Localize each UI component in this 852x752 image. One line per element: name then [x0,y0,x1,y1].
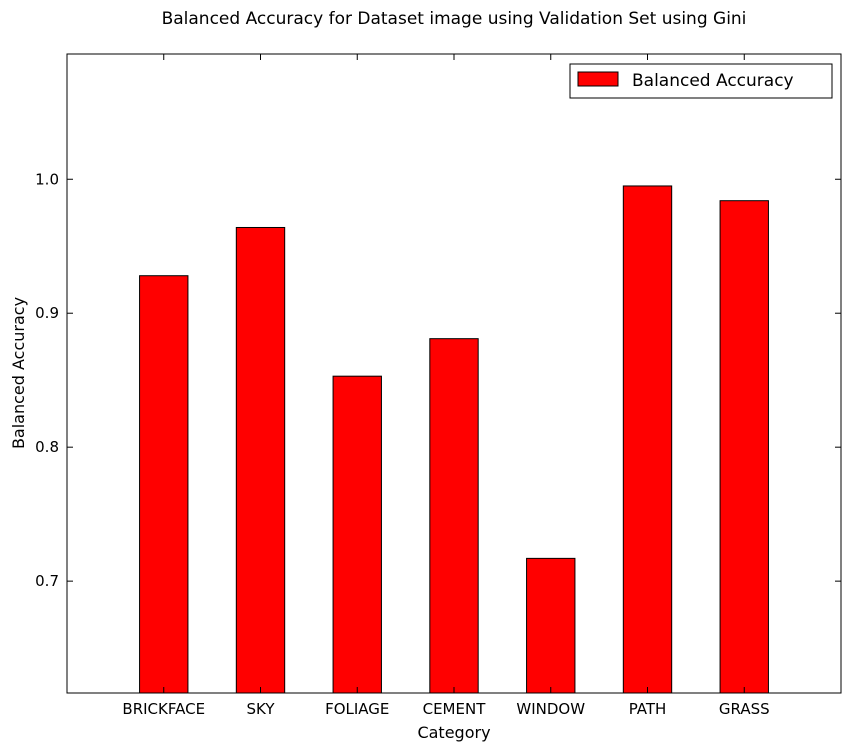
bar-sky [235,226,286,694]
bar-cement [429,338,479,694]
x-tick-label: SKY [247,700,276,718]
y-tick-label: 0.7 [35,572,59,590]
bar-grass [719,200,769,694]
x-tick-label: WINDOW [516,700,585,718]
x-tick-label: FOLIAGE [325,700,389,718]
x-axis-label: Category [417,723,490,742]
legend-swatch [577,71,619,87]
bar-path [622,185,673,694]
x-tick-label: BRICKFACE [122,700,205,718]
x-axis-ticks: BRICKFACE SKY FOLIAGE CEMENT WINDOW PATH GRASS [122,54,770,718]
y-axis-ticks: 0.7 0.8 0.9 1.0 [35,170,841,590]
x-tick-label: PATH [629,700,667,718]
y-tick-label: 0.8 [35,438,59,456]
chart-title: Balanced Accuracy for Dataset image usin… [162,9,747,29]
legend-label: Balanced Accuracy [632,71,794,91]
y-tick-label: 0.9 [35,304,59,322]
legend: Balanced Accuracy [569,63,833,99]
bar-foliage [332,375,382,694]
x-tick-label: CEMENT [423,700,487,718]
plot-frame [66,53,842,694]
x-tick-label: GRASS [719,700,770,718]
bars-group [139,185,769,694]
y-axis-label: Balanced Accuracy [9,297,28,449]
bar-brickface [139,275,189,694]
y-tick-label: 1.0 [35,170,59,188]
bar-window [526,557,576,694]
